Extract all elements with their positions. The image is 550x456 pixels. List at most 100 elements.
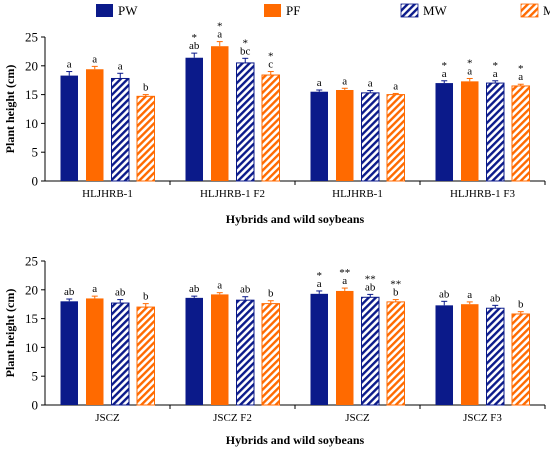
legend-swatch-mf — [520, 3, 539, 18]
category-label: HLJHRB-1 F3 — [450, 188, 516, 200]
significance-star: * — [493, 60, 499, 72]
significance-star: * — [192, 32, 198, 44]
bar-mw — [361, 92, 380, 182]
legend-label-mf: MF — [543, 3, 550, 18]
significance-letter: b — [143, 82, 149, 94]
significance-letter: a — [118, 60, 123, 72]
significance-star: * — [442, 60, 448, 72]
bar-mw — [111, 302, 130, 406]
y-tick-label: 25 — [25, 254, 38, 269]
bar-pw — [60, 75, 78, 181]
legend-swatch-pf — [264, 4, 281, 17]
category-label: HLJHRB-1 F2 — [200, 188, 265, 200]
y-axis-title: Plant height (cm) — [3, 65, 17, 154]
significance-letter: a — [317, 278, 322, 290]
significance-letter: ab — [64, 286, 75, 298]
significance-letter: b — [143, 291, 149, 303]
significance-letter: bc — [240, 45, 251, 57]
significance-star: ** — [339, 267, 350, 279]
legend-label-mw: MW — [423, 3, 448, 18]
bar-mw — [236, 299, 255, 406]
bar-mf — [136, 306, 155, 406]
bar-mw — [486, 82, 505, 182]
legend-label-pf: PF — [286, 3, 300, 18]
significance-letter: a — [342, 75, 347, 87]
bar-mf — [386, 94, 405, 182]
bar-pf — [211, 46, 229, 181]
significance-letter: a — [217, 280, 222, 292]
bar-mf — [511, 85, 530, 182]
significance-letter: a — [92, 53, 97, 65]
significance-star: * — [317, 270, 323, 282]
bar-mw — [111, 77, 130, 182]
significance-letter: ab — [240, 284, 251, 296]
legend-label-pw: PW — [118, 3, 138, 18]
significance-star: * — [243, 37, 249, 49]
legend-swatch-mw — [400, 3, 419, 18]
category-label: HLJHRB-1 — [332, 188, 383, 200]
y-tick-label: 0 — [32, 398, 39, 413]
legend-swatch-pw — [96, 4, 113, 17]
bar-pw — [310, 91, 328, 181]
x-axis-title: Hybrids and wild soybeans — [226, 212, 365, 226]
y-tick-label: 10 — [25, 116, 38, 131]
significance-star: * — [217, 21, 223, 33]
significance-star: * — [467, 57, 473, 69]
bar-pw — [310, 293, 328, 405]
bar-pw — [185, 57, 203, 181]
significance-letter: c — [268, 59, 273, 71]
bar-pw — [185, 297, 203, 405]
significance-letter: a — [217, 29, 222, 41]
significance-letter: a — [493, 68, 498, 80]
y-tick-label: 15 — [25, 311, 38, 326]
bar-pw — [60, 301, 78, 405]
bar-pf — [336, 290, 354, 405]
bar-mf — [511, 313, 530, 406]
significance-letter: ab — [189, 40, 200, 52]
significance-letter: a — [393, 80, 398, 92]
y-tick-label: 5 — [32, 369, 39, 384]
significance-letter: a — [467, 65, 472, 77]
significance-letter: a — [92, 283, 97, 295]
significance-star: ** — [365, 273, 376, 285]
y-tick-label: 20 — [25, 58, 38, 73]
bar-mw — [361, 296, 380, 406]
significance-letter: a — [368, 78, 373, 90]
significance-letter: ab — [490, 292, 501, 304]
significance-letter: ab — [115, 287, 126, 299]
legend: PW PF MW MF — [96, 3, 550, 18]
bar-mf — [261, 74, 280, 182]
y-tick-label: 0 — [32, 174, 39, 189]
chart-panel-bottom: 0 5 10 15 20 25 Plant height (cm) Hybrids and w… — [3, 254, 546, 447]
y-tick-label: 15 — [25, 87, 38, 102]
category-label: JSCZ — [345, 412, 370, 424]
significance-letter: ab — [439, 288, 450, 300]
significance-star: * — [268, 51, 274, 63]
category-label: JSCZ F3 — [463, 412, 502, 424]
significance-letter: a — [467, 289, 472, 301]
y-tick-label: 10 — [25, 340, 38, 355]
significance-letter: ab — [365, 281, 376, 293]
y-tick-label: 20 — [25, 282, 38, 297]
x-axis-title: Hybrids and wild soybeans — [226, 433, 365, 447]
significance-letter: a — [342, 275, 347, 287]
significance-letter: b — [393, 287, 399, 299]
bar-mw — [486, 307, 505, 406]
bar-mf — [261, 303, 280, 406]
category-label: HLJHRB-1 — [82, 188, 133, 200]
significance-letter: b — [518, 299, 524, 311]
bar-pf — [211, 294, 229, 405]
significance-letter: b — [268, 288, 274, 300]
bar-pf — [461, 304, 479, 405]
bar-mw — [236, 62, 255, 182]
bar-mf — [386, 301, 405, 406]
significance-letter: ab — [189, 283, 200, 295]
y-axis-title: Plant height (cm) — [3, 289, 17, 378]
significance-letter: a — [67, 59, 72, 71]
bar-pf — [86, 298, 104, 405]
bar-pf — [461, 81, 479, 181]
y-tick-label: 5 — [32, 145, 39, 160]
y-tick-label: 25 — [25, 30, 38, 45]
